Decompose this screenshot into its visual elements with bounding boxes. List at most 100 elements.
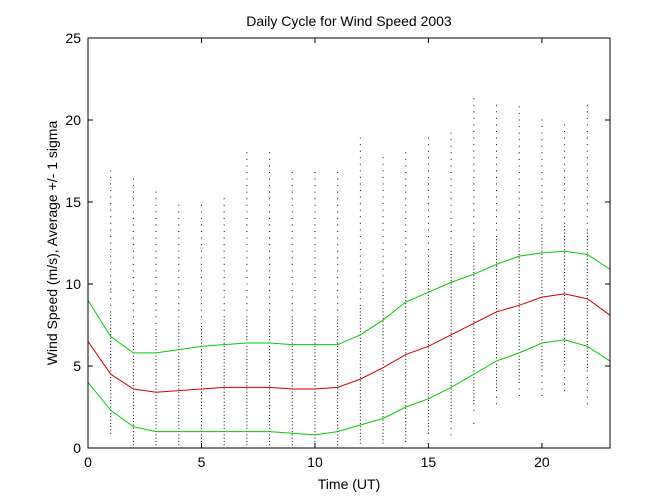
scatter-point (518, 211, 520, 213)
scatter-point (291, 355, 293, 357)
scatter-point (382, 360, 384, 362)
scatter-point (314, 345, 316, 347)
scatter-point (427, 380, 429, 382)
scatter-point (586, 235, 588, 237)
scatter-point (155, 224, 157, 226)
scatter-point (427, 314, 429, 316)
scatter-point (427, 216, 429, 218)
scatter-point (110, 298, 112, 300)
scatter-point (473, 367, 475, 369)
scatter-point (564, 216, 566, 218)
scatter-point (246, 204, 248, 206)
scatter-point (223, 352, 225, 354)
scatter-point (450, 339, 452, 341)
scatter-point (518, 303, 520, 305)
scatter-point (314, 378, 316, 380)
scatter-point (518, 306, 520, 308)
scatter-point (518, 313, 520, 315)
scatter-point (586, 216, 588, 218)
scatter-point (155, 444, 157, 446)
scatter-point (405, 368, 407, 370)
scatter-point (564, 357, 566, 359)
scatter-point (291, 316, 293, 318)
scatter-point (586, 294, 588, 296)
scatter-point (132, 378, 134, 380)
scatter-point (337, 427, 339, 429)
scatter-point (314, 185, 316, 187)
scatter-point (518, 260, 520, 262)
scatter-point (450, 434, 452, 436)
scatter-point (427, 163, 429, 165)
scatter-column (337, 171, 339, 446)
scatter-point (496, 245, 498, 247)
scatter-point (269, 358, 271, 360)
scatter-point (427, 334, 429, 336)
scatter-point (269, 322, 271, 324)
scatter-point (223, 244, 225, 246)
scatter-point (155, 349, 157, 351)
scatter-point (200, 427, 202, 429)
scatter-point (405, 401, 407, 403)
scatter-point (155, 385, 157, 387)
scatter-point (132, 401, 134, 403)
scatter-point (405, 345, 407, 347)
scatter-point (200, 244, 202, 246)
scatter-point (132, 263, 134, 265)
scatter-point (291, 171, 293, 173)
scatter-point (518, 375, 520, 377)
scatter-point (337, 290, 339, 292)
scatter-point (496, 314, 498, 316)
scatter-point (223, 335, 225, 337)
scatter-point (110, 229, 112, 231)
scatter-point (359, 262, 361, 264)
scatter-point (450, 257, 452, 259)
scatter-point (473, 357, 475, 359)
scatter-point (473, 190, 475, 192)
scatter-point (382, 311, 384, 313)
scatter-point (496, 373, 498, 375)
scatter-point (291, 421, 293, 423)
scatter-point (359, 406, 361, 408)
scatter-point (246, 424, 248, 426)
scatter-point (337, 411, 339, 413)
scatter-point (246, 296, 248, 298)
scatter-point (246, 434, 248, 436)
scatter-point (405, 250, 407, 252)
scatter-point (586, 354, 588, 356)
scatter-point (223, 349, 225, 351)
scatter-point (223, 224, 225, 226)
scatter-point (269, 332, 271, 334)
scatter-point (132, 381, 134, 383)
scatter-point (132, 391, 134, 393)
scatter-point (314, 368, 316, 370)
scatter-point (518, 283, 520, 285)
scatter-point (314, 395, 316, 397)
scatter-point (473, 124, 475, 126)
scatter-point (450, 263, 452, 265)
scatter-point (427, 190, 429, 192)
scatter-point (269, 411, 271, 413)
scatter-point (382, 255, 384, 257)
scatter-point (427, 406, 429, 408)
scatter-point (246, 355, 248, 357)
scatter-point (473, 242, 475, 244)
x-axis-label: Time (UT) (318, 476, 380, 492)
scatter-point (473, 383, 475, 385)
scatter-point (200, 365, 202, 367)
scatter-point (132, 244, 134, 246)
scatter-point (291, 365, 293, 367)
scatter-point (473, 390, 475, 392)
scatter-point (359, 419, 361, 421)
scatter-point (110, 376, 112, 378)
scatter-point (178, 263, 180, 265)
scatter-point (223, 395, 225, 397)
series-line-plus-sigma (87, 250, 611, 354)
scatter-point (359, 337, 361, 339)
scatter-point (155, 237, 157, 239)
scatter-point (564, 331, 566, 333)
scatter-point (496, 347, 498, 349)
scatter-point (155, 250, 157, 252)
scatter-point (200, 270, 202, 272)
scatter-point (246, 395, 248, 397)
scatter-point (518, 267, 520, 269)
